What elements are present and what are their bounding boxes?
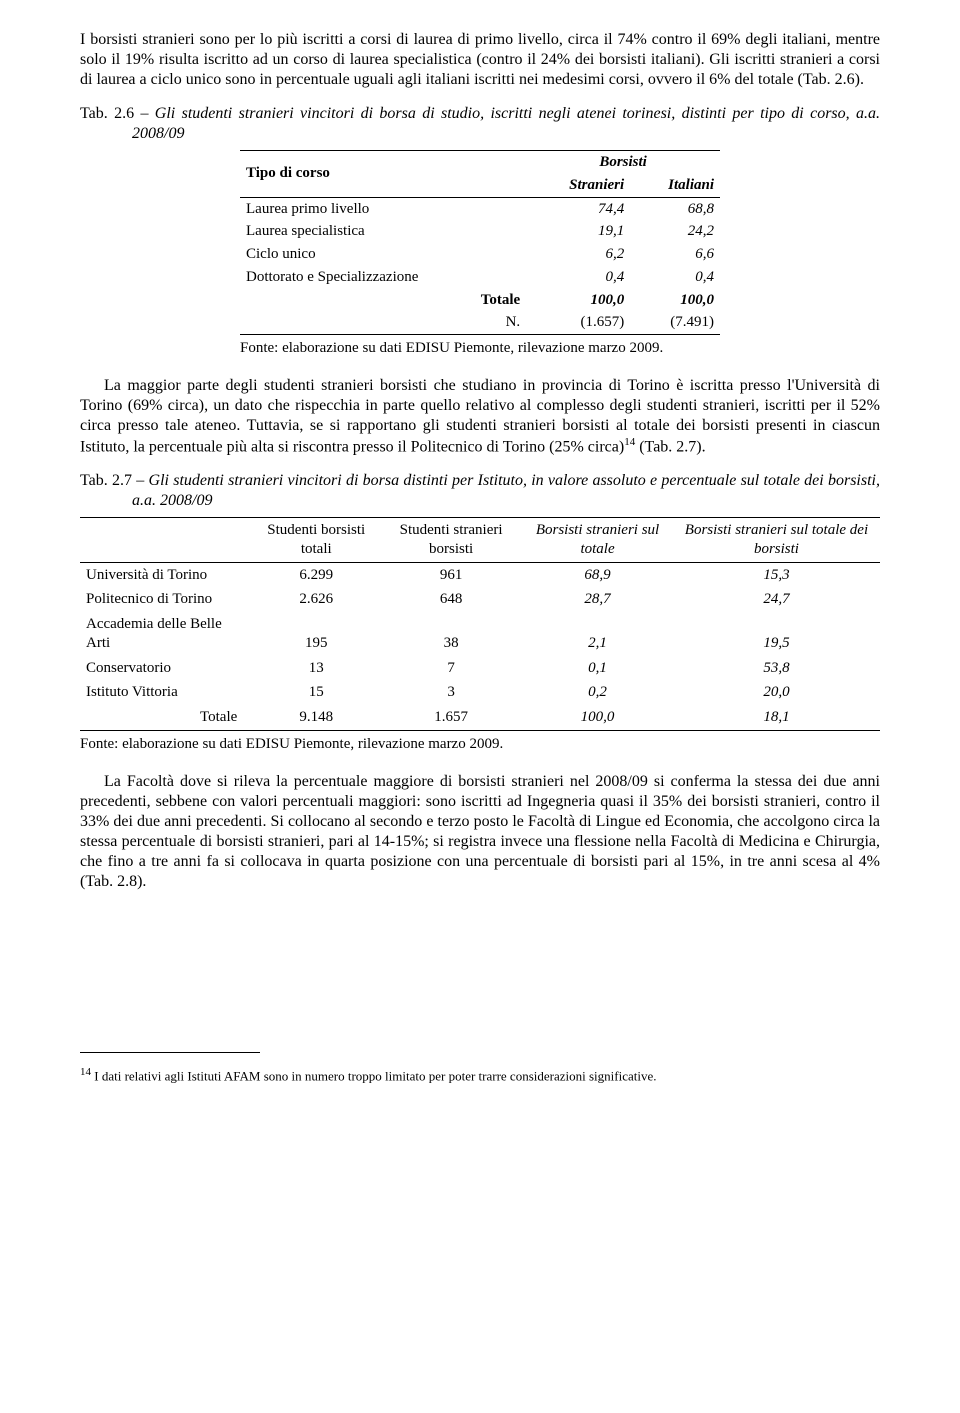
row-label: Laurea primo livello xyxy=(240,197,526,220)
cell: 15,3 xyxy=(673,562,880,587)
cell: 68,9 xyxy=(522,562,673,587)
cell: 3 xyxy=(380,680,522,705)
cell: 24,7 xyxy=(673,587,880,612)
table-row-totale: Totale 100,0 100,0 xyxy=(240,289,720,312)
cell: (1.657) xyxy=(526,311,630,334)
col-borsisti-stranieri-sul-totale: Borsisti stranieri sul totale xyxy=(522,518,673,563)
row-label: Università di Torino xyxy=(80,562,252,587)
cell: 961 xyxy=(380,562,522,587)
col-stranieri: Stranieri xyxy=(526,174,630,197)
col-tipo-di-corso: Tipo di corso xyxy=(240,151,526,198)
cell: 53,8 xyxy=(673,656,880,681)
cell: 2,1 xyxy=(522,612,673,656)
caption-text: Gli studenti stranieri vincitori di bors… xyxy=(132,472,880,509)
table-row-totale: Totale 9.148 1.657 100,0 18,1 xyxy=(80,705,880,730)
cell: 74,4 xyxy=(526,197,630,220)
caption-text: Gli studenti stranieri vincitori di bors… xyxy=(132,105,880,142)
table-row-n: N. (1.657) (7.491) xyxy=(240,311,720,334)
table-row: Ciclo unico 6,2 6,6 xyxy=(240,243,720,266)
table-row: Laurea primo livello 74,4 68,8 xyxy=(240,197,720,220)
col-studenti-stranieri-borsisti: Studenti stranieri borsisti xyxy=(380,518,522,563)
cell: 24,2 xyxy=(630,220,720,243)
cell: 6.299 xyxy=(252,562,380,587)
cell: 13 xyxy=(252,656,380,681)
table-2-7: Studenti borsisti totali Studenti strani… xyxy=(80,517,880,731)
cell: 19,1 xyxy=(526,220,630,243)
cell: 195 xyxy=(252,612,380,656)
table-2-6-source: Fonte: elaborazione su dati EDISU Piemon… xyxy=(80,339,880,358)
row-label: Dottorato e Specializzazione xyxy=(240,266,526,289)
para2-text2: (Tab. 2.7). xyxy=(635,438,705,455)
cell: 15 xyxy=(252,680,380,705)
cell: 6,6 xyxy=(630,243,720,266)
cell: 20,0 xyxy=(673,680,880,705)
cell: 28,7 xyxy=(522,587,673,612)
caption-prefix: Tab. 2.7 – xyxy=(80,472,149,489)
table-row: Dottorato e Specializzazione 0,4 0,4 xyxy=(240,266,720,289)
totale-label: Totale xyxy=(80,705,252,730)
footnote-number: 14 xyxy=(80,1066,91,1078)
caption-prefix: Tab. 2.6 – xyxy=(80,105,155,122)
cell: 0,2 xyxy=(522,680,673,705)
footnote-14: 14 I dati relativi agli Istituti AFAM so… xyxy=(80,1066,880,1084)
totale-label: Totale xyxy=(240,289,526,312)
cell: 0,4 xyxy=(630,266,720,289)
col-studenti-borsisti-totali: Studenti borsisti totali xyxy=(252,518,380,563)
footnote-separator xyxy=(80,1052,260,1053)
cell: 7 xyxy=(380,656,522,681)
col-blank xyxy=(80,518,252,563)
table-2-6: Tipo di corso Borsisti Stranieri Italian… xyxy=(240,150,720,335)
row-label: Laurea specialistica xyxy=(240,220,526,243)
cell: 100,0 xyxy=(522,705,673,730)
footnote-text: I dati relativi agli Istituti AFAM sono … xyxy=(91,1068,657,1083)
table-row: Accademia delle Belle Arti 195 38 2,1 19… xyxy=(80,612,880,656)
cell: 19,5 xyxy=(673,612,880,656)
row-label: Ciclo unico xyxy=(240,243,526,266)
table-row: Università di Torino 6.299 961 68,9 15,3 xyxy=(80,562,880,587)
n-label: N. xyxy=(240,311,526,334)
table-row: Istituto Vittoria 15 3 0,2 20,0 xyxy=(80,680,880,705)
cell: 2.626 xyxy=(252,587,380,612)
cell: 68,8 xyxy=(630,197,720,220)
cell: 9.148 xyxy=(252,705,380,730)
table-row: Conservatorio 13 7 0,1 53,8 xyxy=(80,656,880,681)
col-italiani: Italiani xyxy=(630,174,720,197)
cell: (7.491) xyxy=(630,311,720,334)
cell: 100,0 xyxy=(526,289,630,312)
paragraph-3: La Facoltà dove si rileva la percentuale… xyxy=(80,772,880,892)
paragraph-1: I borsisti stranieri sono per lo più isc… xyxy=(80,30,880,90)
cell: 0,1 xyxy=(522,656,673,681)
cell: 38 xyxy=(380,612,522,656)
row-label: Accademia delle Belle Arti xyxy=(80,612,252,656)
cell: 6,2 xyxy=(526,243,630,266)
table-2-7-source: Fonte: elaborazione su dati EDISU Piemon… xyxy=(80,735,880,754)
row-label: Politecnico di Torino xyxy=(80,587,252,612)
paragraph-2: La maggior parte degli studenti stranier… xyxy=(80,376,880,457)
row-label: Conservatorio xyxy=(80,656,252,681)
table-row: Laurea specialistica 19,1 24,2 xyxy=(240,220,720,243)
cell: 100,0 xyxy=(630,289,720,312)
col-borsisti-stranieri-sul-totale-dei-borsisti: Borsisti stranieri sul totale dei borsis… xyxy=(673,518,880,563)
cell: 0,4 xyxy=(526,266,630,289)
cell: 1.657 xyxy=(380,705,522,730)
table-2-7-caption: Tab. 2.7 – Gli studenti stranieri vincit… xyxy=(80,471,880,511)
footnote-ref-14: 14 xyxy=(624,436,635,448)
row-label: Istituto Vittoria xyxy=(80,680,252,705)
col-borsisti: Borsisti xyxy=(526,151,720,174)
para2-text1: La maggior parte degli studenti stranier… xyxy=(80,377,880,455)
table-row: Politecnico di Torino 2.626 648 28,7 24,… xyxy=(80,587,880,612)
cell: 648 xyxy=(380,587,522,612)
cell: 18,1 xyxy=(673,705,880,730)
table-2-6-caption: Tab. 2.6 – Gli studenti stranieri vincit… xyxy=(80,104,880,144)
